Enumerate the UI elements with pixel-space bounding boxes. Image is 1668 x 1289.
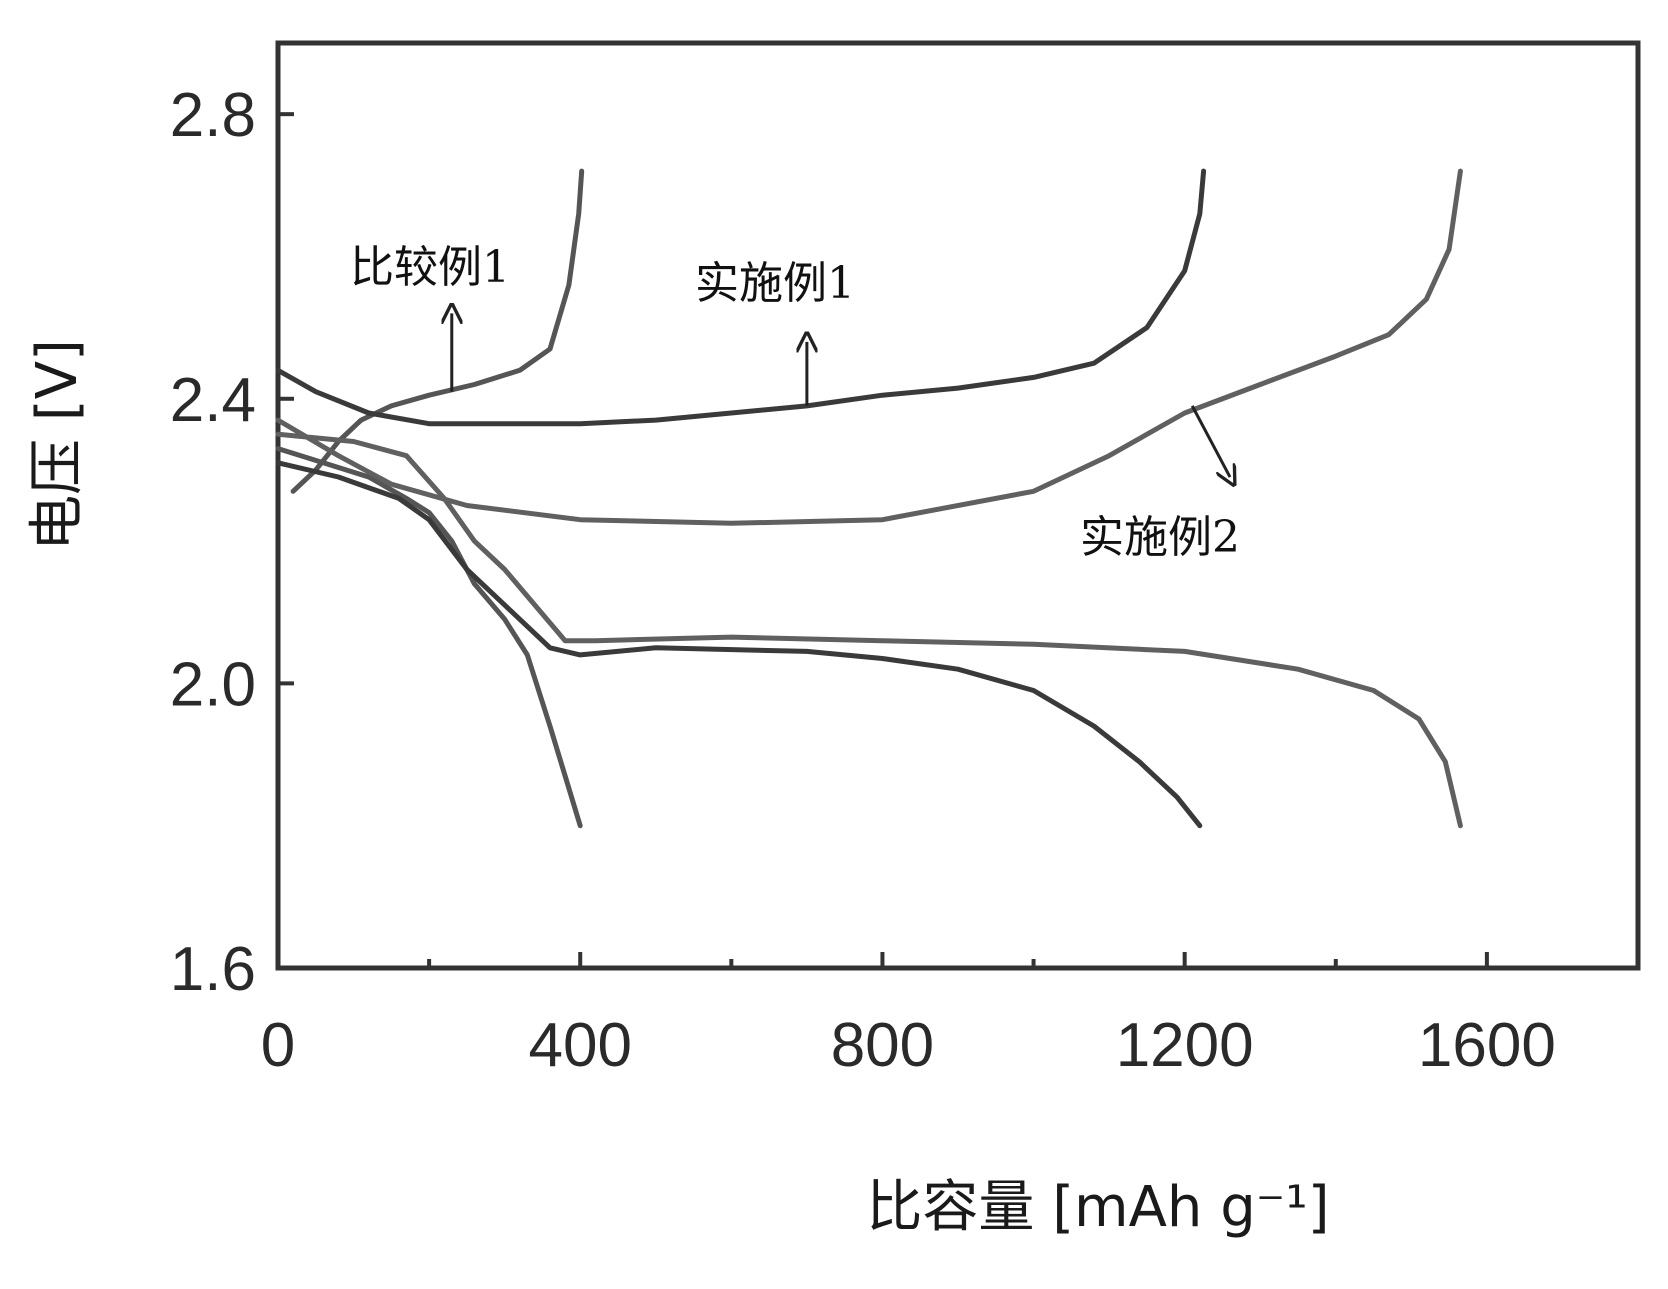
x-axis-ticks: 0 400 800 1200 1600: [261, 952, 1640, 1080]
x-tick-label: 0: [261, 1011, 295, 1080]
annotation-arrow: [1190, 405, 1230, 477]
annotation-layer: 比较例1 实施例1 实施例2: [350, 242, 1240, 563]
x-axis-title: 比容量 [mAh g⁻¹]: [866, 1175, 1329, 1240]
x-tick-label: 1600: [1418, 1011, 1556, 1080]
y-axis-title: 电压 [V]: [25, 339, 90, 551]
comparative-example-1-charge-curve: [290, 168, 585, 494]
example-1-discharge-curve: [275, 460, 1203, 829]
x-tick-label: 1200: [1116, 1011, 1254, 1080]
annotation-label: 实施例1: [695, 258, 855, 309]
y-tick-label: 1.6: [170, 935, 256, 1004]
plot-frame: [275, 40, 1641, 971]
series-layer: [275, 168, 1463, 829]
y-tick-label: 2.0: [170, 650, 256, 719]
y-axis-ticks: 1.6 2.0 2.4 2.8: [170, 81, 294, 1004]
annotation-label: 比较例1: [350, 242, 510, 293]
y-tick-label: 2.4: [170, 366, 256, 435]
comparative-example-1-discharge-curve: [275, 446, 583, 829]
annotation-label: 实施例2: [1080, 512, 1240, 563]
y-tick-label: 2.8: [170, 81, 256, 150]
example-2-discharge-curve: [275, 431, 1463, 829]
example-1-charge-curve: [275, 168, 1207, 427]
x-tick-label: 400: [528, 1011, 631, 1080]
example-2-charge-curve: [275, 168, 1463, 526]
x-tick-label: 800: [831, 1011, 934, 1080]
